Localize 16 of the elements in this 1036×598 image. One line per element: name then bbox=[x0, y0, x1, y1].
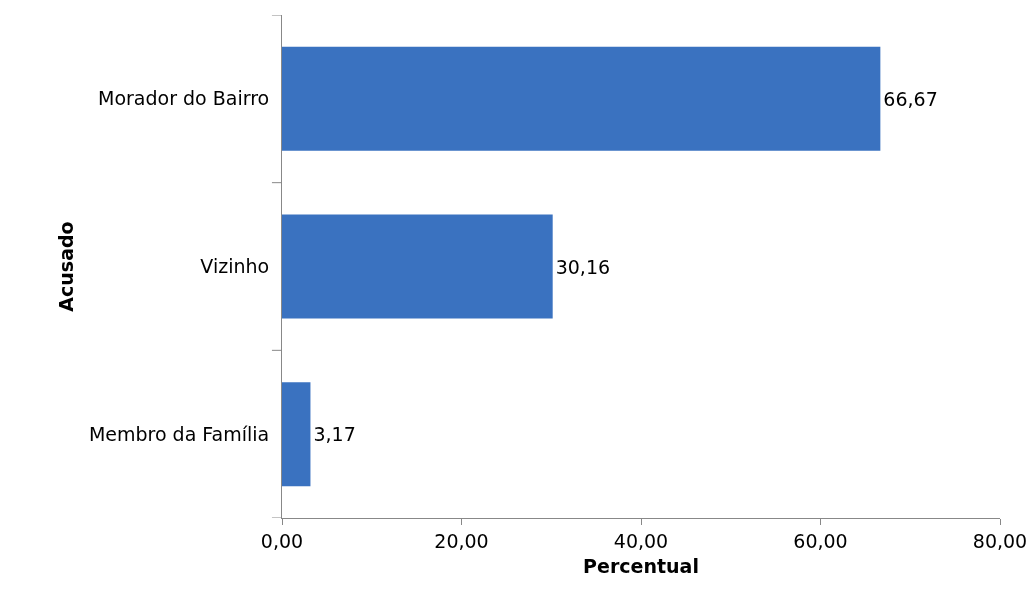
x-tick-label: 40,00 bbox=[613, 529, 669, 552]
x-tick-label: 0,00 bbox=[260, 529, 304, 552]
y-tick-label: Vizinho bbox=[200, 255, 270, 278]
y-tick-label: Membro da Família bbox=[88, 422, 270, 445]
data-label: 66,67 bbox=[883, 87, 938, 110]
bar bbox=[282, 382, 311, 487]
data-label: 3,17 bbox=[313, 423, 356, 446]
bar bbox=[282, 214, 553, 319]
x-tick-label: 80,00 bbox=[972, 529, 1028, 552]
data-label: 30,16 bbox=[555, 255, 611, 278]
x-tick-label: 20,00 bbox=[434, 529, 489, 552]
y-tick-label: Morador do Bairro bbox=[98, 87, 270, 110]
y-axis-title: Acusado bbox=[54, 221, 77, 312]
x-axis-title: Percentual bbox=[583, 554, 699, 577]
bar bbox=[282, 46, 881, 151]
x-tick-label: 60,00 bbox=[793, 529, 848, 552]
